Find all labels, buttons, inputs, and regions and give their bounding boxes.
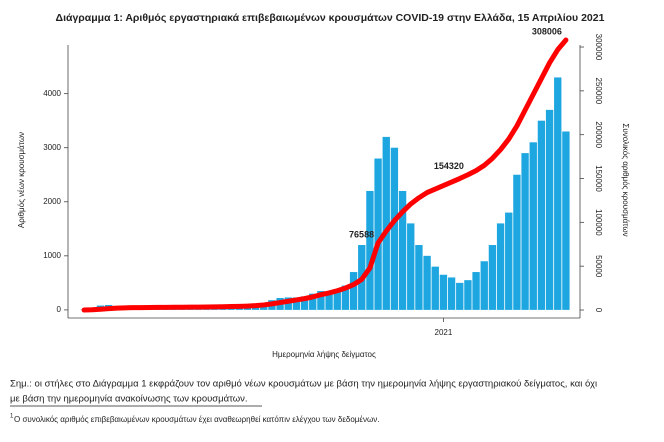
bar: [447, 277, 456, 310]
bar: [309, 293, 317, 310]
bar: [513, 174, 521, 310]
data-label: 154320: [434, 161, 464, 171]
bar: [382, 136, 390, 310]
bar: [407, 223, 415, 310]
bar: [366, 190, 374, 310]
bar: [554, 77, 562, 310]
bar: [529, 142, 537, 310]
bar: [464, 280, 472, 310]
bar: [227, 308, 235, 310]
bar: [292, 297, 301, 310]
data-label: 76588: [349, 229, 374, 239]
y2-tick-label: 200000: [594, 121, 603, 148]
y2-tick-label: 300000: [594, 34, 603, 61]
bar: [456, 282, 464, 310]
chart-title: Διάγραμμα 1: Αριθμός εργαστηριακά επιβεβ…: [56, 12, 605, 24]
y-tick-label: 4000: [43, 89, 61, 98]
bar: [243, 307, 252, 310]
y2-axis-label: Συνολικός αριθμός κρουσμάτων: [621, 123, 630, 236]
note: με βάση την ημερομηνία ανακοίνωσης των κ…: [10, 394, 248, 405]
bar: [472, 272, 480, 310]
bar: [300, 296, 309, 310]
bar: [235, 307, 243, 310]
y2-tick-label: 250000: [594, 77, 603, 104]
bar: [439, 274, 448, 310]
y2-tick-label: 150000: [594, 165, 603, 192]
bar: [349, 272, 358, 310]
bar: [505, 212, 513, 310]
bar: [341, 285, 350, 310]
bar: [374, 158, 382, 310]
y2-tick-label: 0: [594, 308, 603, 313]
bar: [415, 245, 423, 310]
footnote-marker: 1: [10, 414, 14, 420]
y-tick-label: 0: [57, 305, 62, 314]
bar: [537, 120, 546, 310]
footnote: Ο συνολικός αριθμός επιβεβαιωμένων κρουσ…: [14, 415, 379, 424]
cumulative-line: [81, 37, 569, 313]
bar: [325, 292, 333, 310]
bar: [521, 153, 529, 310]
bar: [219, 308, 227, 310]
bar: [194, 309, 203, 310]
bar: [251, 306, 260, 310]
bar: [545, 109, 554, 310]
bar: [423, 255, 431, 310]
x-axis-label: Ημερομηνία λήψης δείγματος: [272, 350, 376, 359]
y2-tick-label: 50000: [594, 255, 603, 278]
bar: [390, 147, 399, 310]
bar: [496, 223, 505, 310]
bar: [488, 245, 497, 310]
y-tick-label: 2000: [43, 197, 61, 206]
data-label: 308006: [532, 26, 562, 36]
y-tick-label: 3000: [43, 143, 61, 152]
x-tick-label: 2021: [435, 328, 453, 337]
bar: [431, 266, 439, 310]
note: Σημ.: οι στήλες στο Διάγραμμα 1 εκφράζου…: [10, 379, 597, 390]
bar: [562, 131, 570, 310]
bar: [480, 261, 488, 310]
bar: [317, 290, 325, 310]
y-axis-label: Αριθμός νέων κρουσμάτων: [17, 132, 26, 228]
bar: [398, 190, 407, 310]
bar: [333, 289, 341, 310]
y2-tick-label: 100000: [594, 209, 603, 236]
y-tick-label: 1000: [43, 251, 61, 260]
